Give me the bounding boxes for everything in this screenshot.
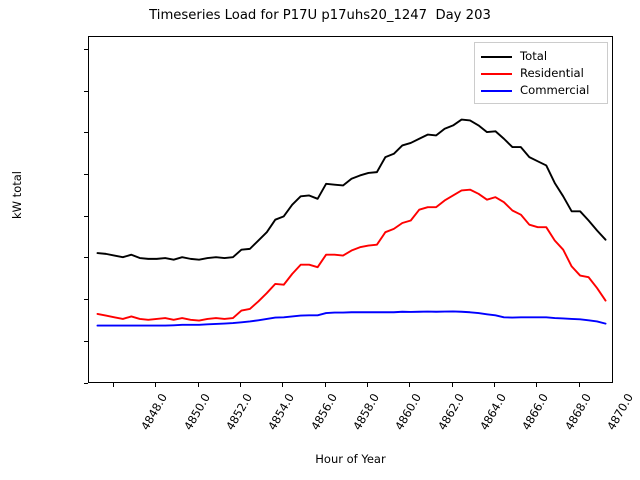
x-axis-label: Hour of Year xyxy=(315,452,386,466)
x-tick-mark xyxy=(324,383,326,387)
x-tick-label: 4852.0 xyxy=(223,391,256,433)
x-tick-label: 4858.0 xyxy=(350,391,383,433)
x-tick-label: 4856.0 xyxy=(307,391,340,433)
x-tick-label: 4848.0 xyxy=(138,391,171,433)
x-tick-mark xyxy=(282,383,284,387)
legend-label-residential: Residential xyxy=(520,65,584,80)
x-tick-mark xyxy=(409,383,411,387)
x-tick-mark xyxy=(451,383,453,387)
x-tick-label: 4868.0 xyxy=(561,391,594,433)
legend-swatch-residential xyxy=(481,72,512,75)
y-tick-mark xyxy=(84,90,88,92)
x-tick-label: 4870.0 xyxy=(604,391,637,433)
x-tick-mark xyxy=(366,383,368,387)
y-axis-label: kW total xyxy=(10,171,24,219)
x-tick-mark xyxy=(197,383,199,387)
legend-swatch-commercial xyxy=(481,89,512,92)
chart-title: Timeseries Load for P17U p17uhs20_1247 D… xyxy=(149,8,491,23)
legend-item-total: Total xyxy=(481,48,601,65)
y-tick-mark xyxy=(84,48,88,50)
x-tick-mark xyxy=(155,383,157,387)
legend-swatch-total xyxy=(481,55,512,58)
series-line-residential xyxy=(96,188,607,322)
x-tick-label: 4850.0 xyxy=(180,391,213,433)
legend-label-commercial: Commercial xyxy=(520,82,590,97)
y-tick-mark xyxy=(84,173,88,175)
x-tick-mark xyxy=(578,383,580,387)
legend-item-commercial: Commercial xyxy=(481,82,601,99)
legend-item-residential: Residential xyxy=(481,65,601,82)
series-line-commercial xyxy=(96,310,607,327)
legend: Total Residential Commercial xyxy=(474,42,608,104)
x-tick-mark xyxy=(112,383,114,387)
x-tick-label: 4854.0 xyxy=(265,391,298,433)
x-tick-mark xyxy=(536,383,538,387)
y-tick-mark xyxy=(84,257,88,259)
y-tick-mark xyxy=(84,215,88,217)
x-tick-label: 4864.0 xyxy=(477,391,510,433)
series-line-total xyxy=(96,118,607,261)
x-tick-label: 4866.0 xyxy=(519,391,552,433)
legend-label-total: Total xyxy=(520,48,548,63)
series-lines xyxy=(96,118,607,327)
y-tick-mark xyxy=(84,132,88,134)
x-tick-mark xyxy=(493,383,495,387)
y-tick-mark xyxy=(84,382,88,384)
x-tick-mark xyxy=(239,383,241,387)
y-tick-mark xyxy=(84,299,88,301)
x-tick-label: 4862.0 xyxy=(434,391,467,433)
y-tick-mark xyxy=(84,340,88,342)
x-tick-label: 4860.0 xyxy=(392,391,425,433)
